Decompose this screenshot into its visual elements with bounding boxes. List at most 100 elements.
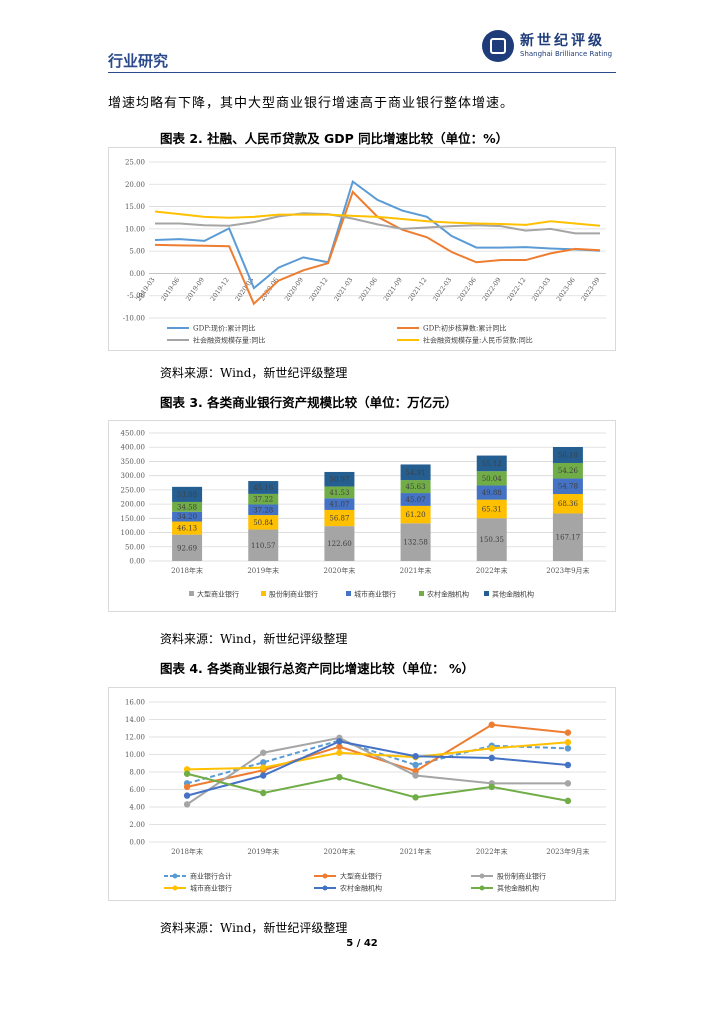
fig3-bar-segment [248,515,279,530]
fig4-data-point [488,721,495,728]
fig3-legend-swatch [419,591,424,596]
header-divider [108,72,616,73]
fig3-ytick-label: 100.00 [121,529,146,537]
fig4-series-line-2 [186,736,568,806]
fig2-xtick-label: 2021-06 [357,276,379,303]
fig4-xtick-label: 2020年末 [324,847,356,856]
fig4-data-point [260,749,267,756]
fig3-data-label: 34.20 [177,513,197,521]
fig3-bar-segment [400,464,431,481]
fig4-ytick-label: 0.00 [129,839,145,847]
fig3-bar-segment [248,529,279,561]
fig2-xtick-label: 2023-03 [530,276,552,303]
fig3-legend-swatch [484,591,489,596]
fig4-series-line-5 [186,772,569,802]
fig3-data-label: 37.28 [253,506,273,514]
fig2-ytick-label: 5.00 [129,248,145,256]
fig4-ytick-label: 12.00 [125,734,145,742]
fig4-legend-marker [172,885,178,891]
fig3-bar-segment [476,485,507,500]
fig4-xtick-label: 2021年末 [400,847,432,856]
logo-text-cn: 新世纪评级 [520,33,605,49]
fig3-xtick-label: 2020年末 [324,566,356,575]
fig3-data-label: 50.84 [253,519,274,527]
fig2-legend-label: 社会融资规模存量:人民币贷款:同比 [423,336,533,345]
fig3-legend-label: 城市商业银行 [354,590,396,599]
fig3-data-label: 41.07 [329,501,349,509]
fig2-series-line-2 [155,212,600,235]
fig4-data-point [488,783,495,791]
fig4-data-point [260,772,267,779]
fig2-ytick-label: 0.00 [129,270,145,278]
fig3-legend-label: 股份制商业银行 [269,590,318,599]
figure-4-svg: 16.00 14.00 12.00 10.00 8.00 6.00 4.00 2.00 0.00… [125,699,606,893]
fig4-series-line-0 [186,739,568,785]
fig3-ytick-label: 400.00 [121,444,146,452]
fig2-xtick-label: 2020-12 [308,276,330,303]
fig2-xtick-label: 2021-12 [407,276,429,303]
fig3-legend-label: 农村金融机构 [427,590,469,599]
fig4-legend-label: 其他金融机构 [497,884,539,893]
fig4-data-point [564,729,572,736]
intro-paragraph: 增速均略有下降，其中大型商业银行增速高于商业银行整体增速。 [108,96,515,111]
fig2-xtick-label: 2022-03 [431,276,453,303]
logo-emblem-icon [482,30,514,62]
fig4-data-point [488,745,495,752]
figure-3-svg: 450.00 400.00 350.00 300.00 250.00 200.00 150.… [121,430,606,599]
fig4-data-point [260,759,267,766]
fig4-series-line-4 [186,740,569,797]
fig3-data-label: 41.53 [329,489,349,497]
figure-4-caption: 图表 4. 各类商业银行总资产同比增速比较（单位： %） [160,661,475,676]
page-number: 5 / 42 [346,938,378,949]
figure-4-chart: 16.00 14.00 12.00 10.00 8.00 6.00 4.00 2.00 0.00… [108,687,616,901]
fig3-bar-segment [172,521,203,535]
fig3-data-label: 132.58 [403,539,428,547]
fig4-legend-marker [322,873,328,879]
fig3-data-label: 54.78 [558,483,578,491]
fig4-data-point [336,749,343,756]
fig2-ytick-label: 20.00 [125,181,145,189]
fig4-data-point [260,789,267,797]
fig2-legend-label: GDP:现价:累计同比 [193,324,255,333]
fig4-data-point [183,770,191,777]
fig3-data-label: 34.58 [177,503,197,511]
fig4-data-point [564,739,572,746]
fig3-data-label: 65.31 [482,505,502,513]
fig3-bar-segment [248,493,279,505]
fig4-xtick-label: 2022年末 [476,847,508,856]
fig2-xtick-label: 2021-03 [332,276,354,303]
fig3-ytick-label: 350.00 [121,458,146,466]
fig4-legend-label: 农村金融机构 [340,884,382,893]
fig4-xtick-label: 2018年末 [171,847,203,856]
fig3-bar-segment [172,511,203,522]
fig2-xtick-label: 2023-06 [555,276,577,303]
fig2-series-line-3 [154,210,601,227]
fig2-xtick-label: 2020-09 [283,276,305,303]
fig2-xtick-label: 2019-06 [159,276,181,303]
fig2-xtick-label: 2021-09 [382,276,404,303]
fig4-legend-label: 大型商业银行 [340,872,382,881]
fig2-xtick-label: 2022-06 [456,276,478,303]
fig3-bar-segment [324,498,355,510]
fig3-data-label: 150.35 [480,536,505,544]
fig2-ytick-label: 10.00 [125,225,145,233]
fig3-bar-segment [400,523,431,561]
fig3-bar-segment [400,480,431,494]
fig3-bar-segment [400,505,431,524]
figure-2-caption: 图表 2. 社融、人民币贷款及 GDP 同比增速比较（单位：%） [160,131,509,146]
fig3-data-label: 53.08 [177,491,197,499]
fig4-data-point [183,801,191,808]
fig4-ytick-label: 14.00 [125,716,145,724]
fig3-bar-segment [248,504,279,516]
fig3-data-label: 45.63 [406,483,426,491]
company-logo: 新世纪评级 Shanghai Brilliance Rating [482,28,622,68]
fig3-bar-segment [552,462,583,479]
fig3-bar-segment [324,526,355,561]
fig4-legend-label: 城市商业银行 [190,884,232,893]
fig4-legend-label: 商业银行合计 [190,872,232,881]
fig4-xtick-label: 2019年末 [247,847,279,856]
fig3-data-label: 50.97 [329,476,349,484]
fig2-ytick-label: 15.00 [125,203,145,211]
fig3-legend-label: 大型商业银行 [197,590,239,599]
fig3-bar-segment [552,494,583,514]
